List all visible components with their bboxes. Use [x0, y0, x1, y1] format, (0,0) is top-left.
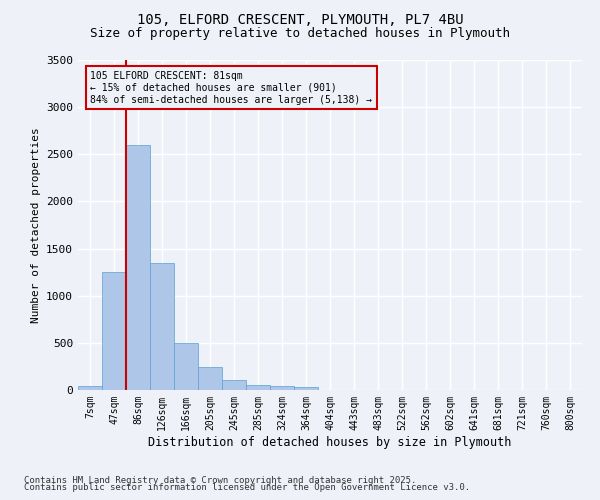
- X-axis label: Distribution of detached houses by size in Plymouth: Distribution of detached houses by size …: [148, 436, 512, 448]
- Bar: [78, 386, 102, 390]
- Text: Contains HM Land Registry data © Crown copyright and database right 2025.: Contains HM Land Registry data © Crown c…: [24, 476, 416, 485]
- Bar: [126, 145, 150, 390]
- Bar: [222, 380, 246, 390]
- Y-axis label: Number of detached properties: Number of detached properties: [31, 127, 41, 323]
- Text: 105 ELFORD CRESCENT: 81sqm
← 15% of detached houses are smaller (901)
84% of sem: 105 ELFORD CRESCENT: 81sqm ← 15% of deta…: [91, 72, 373, 104]
- Text: Size of property relative to detached houses in Plymouth: Size of property relative to detached ho…: [90, 28, 510, 40]
- Bar: [198, 368, 222, 390]
- Text: 105, ELFORD CRESCENT, PLYMOUTH, PL7 4BU: 105, ELFORD CRESCENT, PLYMOUTH, PL7 4BU: [137, 12, 463, 26]
- Bar: [294, 387, 318, 390]
- Bar: [174, 343, 198, 390]
- Text: Contains public sector information licensed under the Open Government Licence v3: Contains public sector information licen…: [24, 484, 470, 492]
- Bar: [150, 262, 174, 390]
- Bar: [270, 386, 294, 390]
- Bar: [102, 272, 126, 390]
- Bar: [246, 386, 270, 390]
